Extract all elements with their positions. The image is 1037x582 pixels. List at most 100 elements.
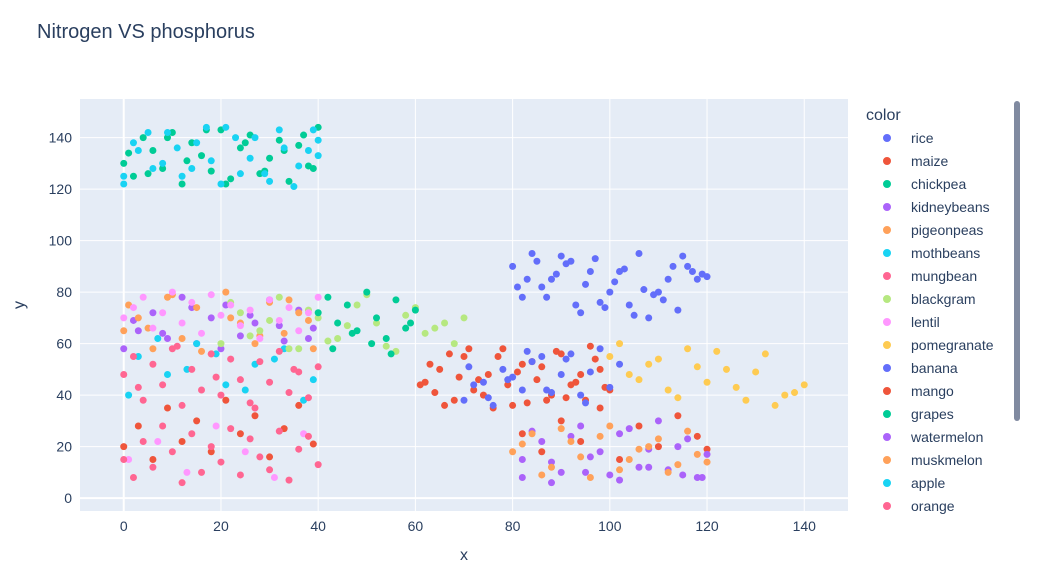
data-point[interactable] — [275, 126, 283, 134]
data-point[interactable] — [222, 180, 230, 188]
data-point[interactable] — [207, 314, 215, 322]
data-point[interactable] — [450, 396, 458, 404]
data-point[interactable] — [125, 149, 133, 157]
legend-item-lentil[interactable]: lentil — [883, 314, 940, 330]
data-point[interactable] — [616, 476, 624, 484]
data-point[interactable] — [562, 355, 570, 363]
legend-item-orange[interactable]: orange — [883, 498, 955, 514]
data-point[interactable] — [129, 304, 137, 312]
data-point[interactable] — [275, 136, 283, 144]
data-point[interactable] — [552, 347, 560, 355]
data-point[interactable] — [445, 350, 453, 358]
data-point[interactable] — [771, 401, 779, 409]
data-point[interactable] — [280, 337, 288, 345]
data-point[interactable] — [193, 417, 201, 425]
data-point[interactable] — [149, 165, 157, 173]
data-point[interactable] — [499, 365, 507, 373]
data-point[interactable] — [630, 311, 638, 319]
legend-item-kidneybeans[interactable]: kidneybeans — [883, 199, 990, 215]
data-point[interactable] — [183, 157, 191, 165]
data-point[interactable] — [591, 355, 599, 363]
data-point[interactable] — [781, 391, 789, 399]
data-point[interactable] — [698, 474, 706, 482]
data-point[interactable] — [159, 165, 167, 173]
data-point[interactable] — [518, 386, 526, 394]
data-point[interactable] — [489, 401, 497, 409]
data-point[interactable] — [654, 417, 662, 425]
data-point[interactable] — [518, 293, 526, 301]
data-point[interactable] — [567, 437, 575, 445]
legend-scrollbar[interactable] — [1014, 101, 1020, 421]
data-point[interactable] — [266, 177, 274, 185]
data-point[interactable] — [188, 365, 196, 373]
data-point[interactable] — [309, 324, 317, 332]
data-point[interactable] — [654, 435, 662, 443]
data-point[interactable] — [198, 347, 206, 355]
data-point[interactable] — [577, 371, 585, 379]
data-point[interactable] — [470, 386, 478, 394]
data-point[interactable] — [606, 288, 614, 296]
legend-item-rice[interactable]: rice — [883, 130, 934, 146]
data-point[interactable] — [212, 422, 220, 430]
data-point[interactable] — [154, 334, 162, 342]
data-point[interactable] — [538, 353, 546, 360]
data-point[interactable] — [149, 456, 157, 463]
data-point[interactable] — [557, 417, 565, 425]
data-point[interactable] — [547, 275, 555, 283]
data-point[interactable] — [198, 329, 206, 337]
data-point[interactable] — [645, 443, 653, 451]
data-point[interactable] — [368, 340, 376, 348]
data-point[interactable] — [125, 456, 133, 463]
data-point[interactable] — [509, 262, 517, 270]
data-point[interactable] — [582, 280, 590, 288]
data-point[interactable] — [241, 386, 249, 394]
data-point[interactable] — [120, 456, 128, 463]
data-point[interactable] — [314, 136, 322, 144]
data-point[interactable] — [635, 376, 643, 384]
data-point[interactable] — [120, 371, 128, 379]
data-point[interactable] — [256, 334, 264, 342]
data-point[interactable] — [222, 396, 230, 404]
data-point[interactable] — [134, 422, 142, 430]
data-point[interactable] — [654, 443, 662, 451]
data-point[interactable] — [407, 319, 415, 327]
data-point[interactable] — [314, 363, 322, 371]
data-point[interactable] — [144, 324, 152, 332]
data-point[interactable] — [275, 322, 283, 330]
data-point[interactable] — [713, 347, 721, 355]
data-point[interactable] — [582, 468, 590, 476]
data-point[interactable] — [586, 474, 594, 482]
data-point[interactable] — [280, 329, 288, 337]
data-point[interactable] — [669, 262, 677, 270]
data-point[interactable] — [606, 471, 614, 479]
data-point[interactable] — [295, 141, 303, 149]
legend-item-blackgram[interactable]: blackgram — [883, 291, 976, 307]
data-point[interactable] — [455, 373, 463, 381]
data-point[interactable] — [173, 144, 181, 152]
data-point[interactable] — [504, 381, 512, 389]
data-point[interactable] — [178, 180, 186, 188]
data-point[interactable] — [251, 319, 259, 327]
data-point[interactable] — [193, 340, 201, 348]
data-point[interactable] — [173, 342, 181, 350]
data-point[interactable] — [314, 309, 322, 317]
data-point[interactable] — [285, 345, 293, 353]
data-point[interactable] — [523, 275, 531, 283]
data-point[interactable] — [120, 314, 128, 322]
data-point[interactable] — [538, 363, 546, 371]
data-point[interactable] — [198, 152, 206, 160]
data-point[interactable] — [188, 304, 196, 312]
data-point[interactable] — [693, 474, 701, 482]
data-point[interactable] — [120, 172, 128, 180]
data-point[interactable] — [188, 139, 196, 147]
data-point[interactable] — [513, 283, 521, 291]
data-point[interactable] — [402, 311, 410, 319]
data-point[interactable] — [212, 373, 220, 381]
data-point[interactable] — [684, 262, 692, 270]
data-point[interactable] — [596, 345, 604, 353]
data-point[interactable] — [465, 363, 473, 371]
data-point[interactable] — [149, 463, 157, 471]
data-point[interactable] — [120, 159, 128, 167]
data-point[interactable] — [693, 275, 701, 283]
data-point[interactable] — [543, 293, 551, 301]
